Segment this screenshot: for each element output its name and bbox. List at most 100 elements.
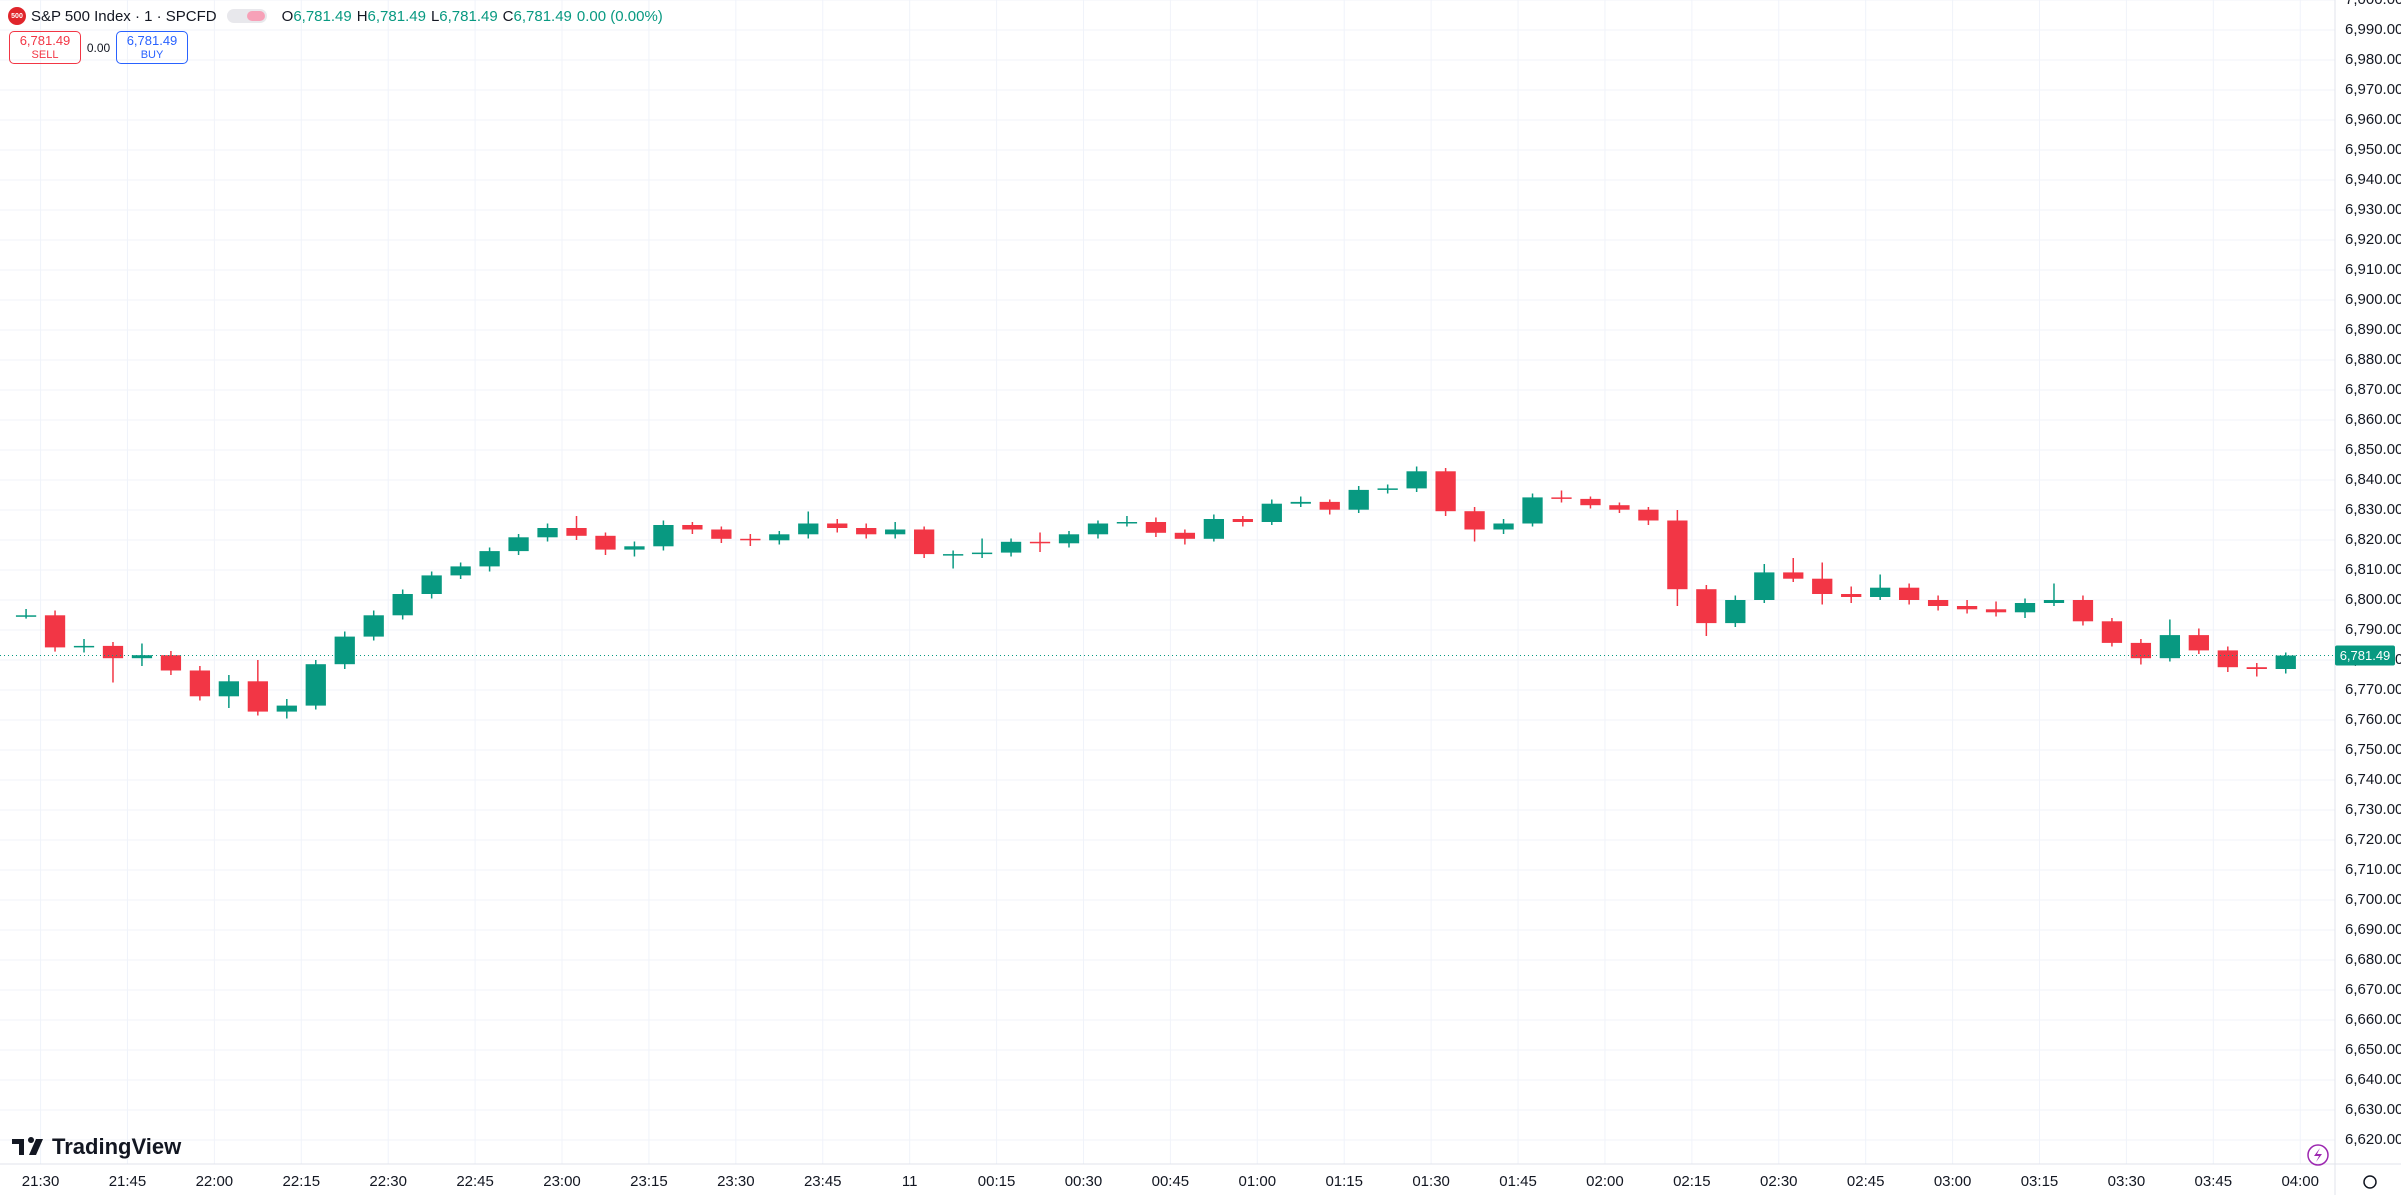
lightning-button[interactable] xyxy=(2307,1144,2329,1166)
y-tick-label: 6,640.00 xyxy=(2345,1071,2401,1088)
candle-body xyxy=(131,655,153,659)
candle-body xyxy=(1841,594,1862,597)
x-tick-label: 00:15 xyxy=(978,1173,1016,1190)
y-tick-label: 6,720.00 xyxy=(2345,831,2401,848)
candle-body xyxy=(1725,600,1746,624)
candle-body xyxy=(218,681,240,697)
y-tick-label: 6,710.00 xyxy=(2345,861,2401,878)
candle-body xyxy=(334,636,355,665)
candle-body xyxy=(1667,520,1688,590)
x-tick-label: 02:30 xyxy=(1760,1173,1798,1190)
y-tick-label: 6,950.00 xyxy=(2345,141,2401,158)
y-tick-label: 6,690.00 xyxy=(2345,921,2401,938)
ohlc-key: H xyxy=(356,7,368,25)
ohlc-key: C xyxy=(502,7,514,25)
y-tick-label: 6,920.00 xyxy=(2345,231,2401,248)
candle-body xyxy=(15,615,37,617)
settings-button[interactable] xyxy=(2363,1175,2377,1189)
brand-logo xyxy=(12,1137,43,1155)
candle-body xyxy=(1927,600,1949,606)
y-tick-label: 6,880.00 xyxy=(2345,351,2401,368)
y-tick-label: 6,700.00 xyxy=(2345,891,2401,908)
candle-body xyxy=(827,523,848,528)
candle-body xyxy=(2101,621,2123,643)
candle-body xyxy=(160,655,182,671)
x-tick-label: 23:15 xyxy=(630,1173,668,1190)
x-tick-label: 23:00 xyxy=(543,1173,581,1190)
candle-body xyxy=(1261,503,1282,522)
candle-body xyxy=(2014,603,2036,613)
symbol-title[interactable]: S&P 500 Index · 1 · SPCFD xyxy=(31,7,217,25)
candle-body xyxy=(1870,587,1891,597)
y-tick-label: 6,940.00 xyxy=(2345,171,2401,188)
y-tick-label: 6,860.00 xyxy=(2345,411,2401,428)
buy-button[interactable]: 6,781.49 BUY xyxy=(116,31,188,64)
candle-body xyxy=(1493,523,1514,530)
ohlc-key: O xyxy=(281,7,294,25)
y-tick-label: 6,830.00 xyxy=(2345,501,2401,518)
candle-body xyxy=(1377,488,1398,490)
candle-body xyxy=(1898,587,1920,600)
candle-body xyxy=(1203,519,1224,539)
candle-body xyxy=(653,525,674,547)
candle-body xyxy=(479,551,500,567)
candle-body xyxy=(1029,541,1051,544)
y-tick-label: 7,000.00 xyxy=(2345,0,2401,8)
y-tick-label: 6,800.00 xyxy=(2345,591,2401,608)
x-tick-label: 04:00 xyxy=(2281,1173,2319,1190)
last-price-label: 6,781.49 xyxy=(2340,648,2391,663)
y-tick-label: 6,870.00 xyxy=(2345,381,2401,398)
y-tick-label: 6,650.00 xyxy=(2345,1041,2401,1058)
x-tick-label: 01:30 xyxy=(1412,1173,1450,1190)
x-tick-label: 03:30 xyxy=(2108,1173,2146,1190)
candle-body xyxy=(2072,600,2094,622)
sell-label: SELL xyxy=(31,48,59,61)
y-tick-label: 6,630.00 xyxy=(2345,1101,2401,1118)
candle-body xyxy=(1812,578,1833,594)
y-tick-label: 6,820.00 xyxy=(2345,531,2401,548)
candle-body xyxy=(624,546,645,550)
candles xyxy=(0,466,2335,719)
candle-body xyxy=(740,538,761,541)
x-tick-label: 11 xyxy=(902,1173,918,1190)
candle-body xyxy=(1319,501,1340,510)
candle-body xyxy=(363,615,384,637)
toggle-pill[interactable] xyxy=(226,9,267,23)
candle-body xyxy=(421,575,442,594)
candle-body xyxy=(392,594,413,616)
candle-body xyxy=(914,529,935,555)
x-tick-label: 22:15 xyxy=(283,1173,321,1190)
y-tick-label: 6,740.00 xyxy=(2345,771,2401,788)
candle-body xyxy=(1638,509,1659,521)
x-tick-label: 22:45 xyxy=(456,1173,494,1190)
candle-body xyxy=(2217,650,2238,668)
y-tick-label: 6,840.00 xyxy=(2345,471,2401,488)
candle-body xyxy=(2246,667,2267,669)
trade-panel: 6,781.49 SELL 0.00 6,781.49 BUY xyxy=(9,31,188,64)
x-tick-label: 03:15 xyxy=(2021,1173,2059,1190)
x-tick-label: 00:45 xyxy=(1152,1173,1190,1190)
candle-body xyxy=(1000,541,1022,553)
candle-body xyxy=(508,537,529,552)
candle-body xyxy=(1696,589,1717,624)
y-tick-label: 6,760.00 xyxy=(2345,711,2401,728)
candle-body xyxy=(942,554,964,556)
candle-body xyxy=(1435,471,1456,512)
candle-body xyxy=(2130,642,2152,659)
candle-body xyxy=(537,528,558,538)
candle-body xyxy=(1551,497,1572,499)
x-tick-label: 21:45 xyxy=(109,1173,147,1190)
sell-button[interactable]: 6,781.49 SELL xyxy=(9,31,81,64)
brand[interactable]: TradingView xyxy=(12,1134,181,1160)
y-tick-label: 6,810.00 xyxy=(2345,561,2401,578)
candle-body xyxy=(1174,532,1196,539)
x-tick-label: 22:30 xyxy=(369,1173,407,1190)
candle-body xyxy=(1116,522,1138,524)
candle-body xyxy=(971,552,993,555)
y-tick-label: 6,890.00 xyxy=(2345,321,2401,338)
x-tick-label: 23:30 xyxy=(717,1173,755,1190)
